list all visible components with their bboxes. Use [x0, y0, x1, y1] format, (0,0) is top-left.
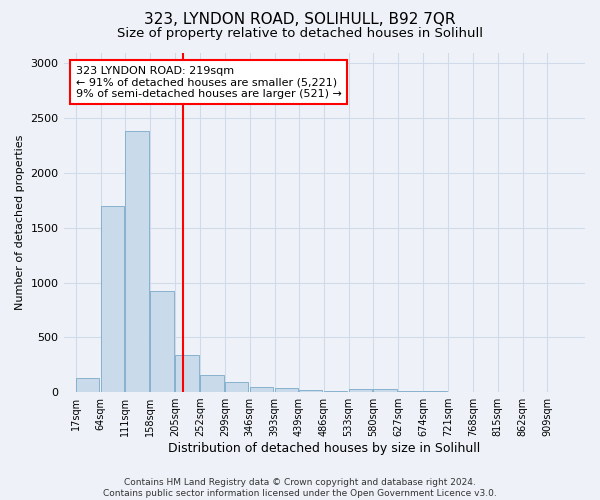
Bar	[125, 132, 149, 392]
Bar	[324, 391, 347, 392]
Bar	[150, 292, 174, 392]
Bar	[225, 382, 248, 392]
Bar	[175, 355, 199, 392]
Bar	[423, 391, 447, 392]
Bar	[373, 390, 397, 392]
Bar	[398, 391, 422, 392]
Bar	[299, 390, 322, 392]
Y-axis label: Number of detached properties: Number of detached properties	[15, 134, 25, 310]
Bar	[76, 378, 100, 392]
Text: 323, LYNDON ROAD, SOLIHULL, B92 7QR: 323, LYNDON ROAD, SOLIHULL, B92 7QR	[144, 12, 456, 28]
X-axis label: Distribution of detached houses by size in Solihull: Distribution of detached houses by size …	[168, 442, 481, 455]
Bar	[275, 388, 298, 392]
Text: Size of property relative to detached houses in Solihull: Size of property relative to detached ho…	[117, 28, 483, 40]
Text: Contains HM Land Registry data © Crown copyright and database right 2024.
Contai: Contains HM Land Registry data © Crown c…	[103, 478, 497, 498]
Bar	[101, 206, 124, 392]
Text: 323 LYNDON ROAD: 219sqm
← 91% of detached houses are smaller (5,221)
9% of semi-: 323 LYNDON ROAD: 219sqm ← 91% of detache…	[76, 66, 341, 99]
Bar	[200, 375, 224, 392]
Bar	[349, 389, 372, 392]
Bar	[250, 386, 274, 392]
